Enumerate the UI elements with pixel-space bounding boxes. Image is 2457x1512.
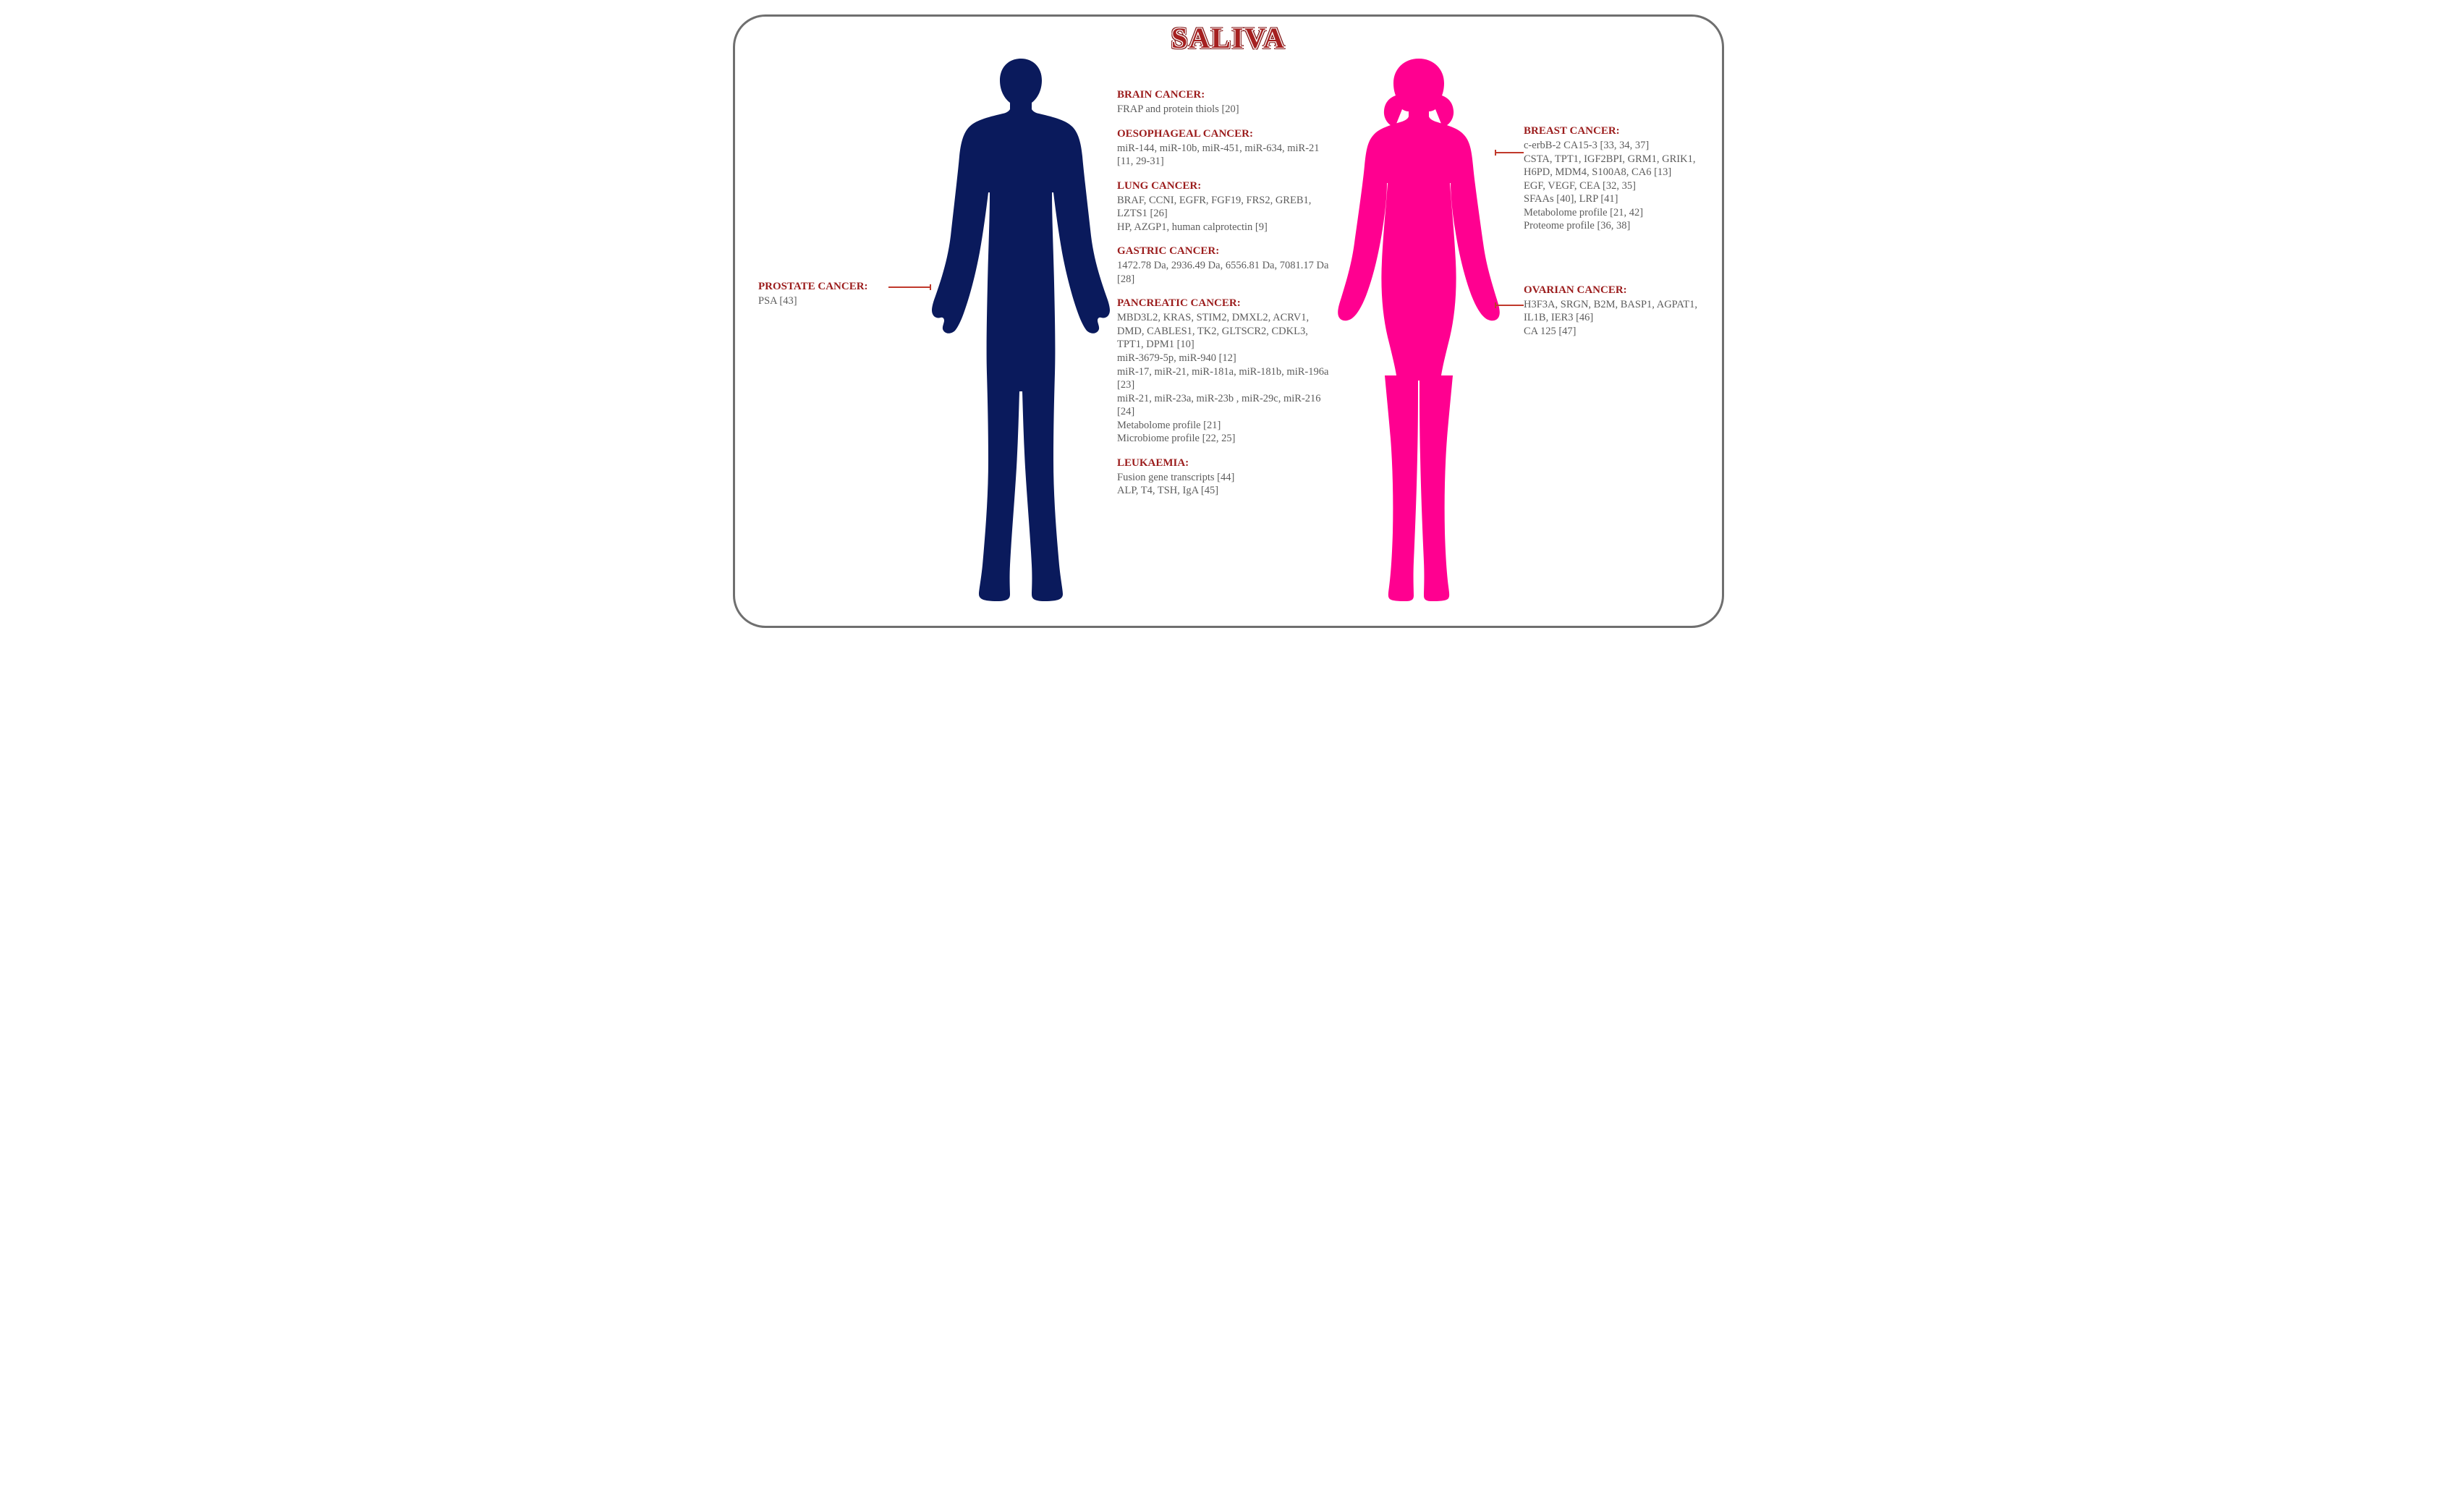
diagram-frame: SALIVA PROSTATE CANCER: PSA [43] BRAIN C… xyxy=(733,14,1724,628)
main-title: SALIVA xyxy=(1171,21,1286,55)
cancer-body: H3F3A, SRGN, B2M, BASP1, AGPAT1, IL1B, I… xyxy=(1524,298,1708,339)
cancer-heading: LEUKAEMIA: xyxy=(1117,457,1334,470)
female-silhouette-icon xyxy=(1328,59,1509,601)
cancer-heading: LUNG CANCER: xyxy=(1117,180,1334,192)
leukaemia-block: LEUKAEMIA: Fusion gene transcripts [44]A… xyxy=(1117,457,1334,498)
gastric-block: GASTRIC CANCER: 1472.78 Da, 2936.49 Da, … xyxy=(1117,245,1334,286)
cancer-body: FRAP and protein thiols [20] xyxy=(1117,103,1334,116)
cancer-body: BRAF, CCNI, EGFR, FGF19, FRS2, GREB1, LZ… xyxy=(1117,194,1334,234)
cancer-body: PSA [43] xyxy=(758,294,892,308)
pancreatic-block: PANCREATIC CANCER: MBD3L2, KRAS, STIM2, … xyxy=(1117,297,1334,445)
connector-line-icon xyxy=(888,286,939,288)
connector-line-icon xyxy=(1495,152,1524,153)
cancer-body: Fusion gene transcripts [44]ALP, T4, TSH… xyxy=(1117,471,1334,498)
cancer-body: 1472.78 Da, 2936.49 Da, 6556.81 Da, 7081… xyxy=(1117,259,1334,286)
right-column: BREAST CANCER: c-erbB-2 CA15-3 [33, 34, … xyxy=(1524,125,1708,349)
oesophageal-block: OESOPHAGEAL CANCER: miR-144, miR-10b, mi… xyxy=(1117,128,1334,169)
cancer-heading: BREAST CANCER: xyxy=(1524,125,1708,137)
center-column: BRAIN CANCER: FRAP and protein thiols [2… xyxy=(1117,89,1334,509)
male-silhouette-icon xyxy=(930,59,1111,601)
cancer-body: miR-144, miR-10b, miR-451, miR-634, miR-… xyxy=(1117,142,1334,169)
brain-block: BRAIN CANCER: FRAP and protein thiols [2… xyxy=(1117,89,1334,116)
connector-line-icon xyxy=(1495,305,1524,306)
cancer-heading: PANCREATIC CANCER: xyxy=(1117,297,1334,310)
prostate-block: PROSTATE CANCER: PSA [43] xyxy=(758,281,892,308)
breast-block: BREAST CANCER: c-erbB-2 CA15-3 [33, 34, … xyxy=(1524,125,1708,233)
lung-block: LUNG CANCER: BRAF, CCNI, EGFR, FGF19, FR… xyxy=(1117,180,1334,234)
cancer-heading: OVARIAN CANCER: xyxy=(1524,284,1708,297)
left-column: PROSTATE CANCER: PSA [43] xyxy=(758,281,892,320)
cancer-heading: PROSTATE CANCER: xyxy=(758,281,892,293)
cancer-heading: GASTRIC CANCER: xyxy=(1117,245,1334,258)
ovarian-block: OVARIAN CANCER: H3F3A, SRGN, B2M, BASP1,… xyxy=(1524,284,1708,339)
cancer-heading: OESOPHAGEAL CANCER: xyxy=(1117,128,1334,140)
cancer-heading: BRAIN CANCER: xyxy=(1117,89,1334,101)
spacer xyxy=(1524,245,1708,284)
cancer-body: MBD3L2, KRAS, STIM2, DMXL2, ACRV1, DMD, … xyxy=(1117,311,1334,445)
cancer-body: c-erbB-2 CA15-3 [33, 34, 37]CSTA, TPT1, … xyxy=(1524,139,1708,233)
